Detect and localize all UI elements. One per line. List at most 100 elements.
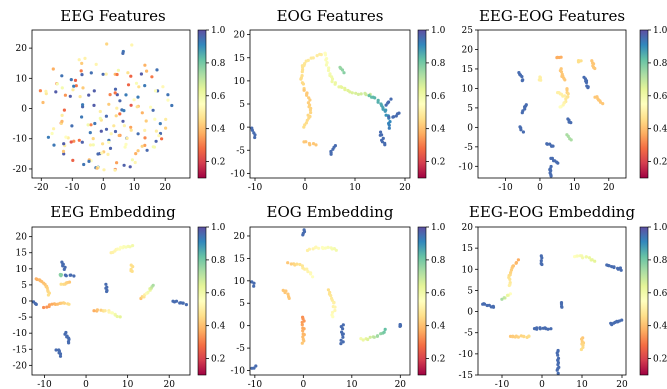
- x-tick-label: -10: [37, 380, 52, 389]
- data-point: [350, 91, 354, 95]
- data-point: [140, 111, 144, 115]
- data-point: [131, 265, 135, 269]
- y-tick-label: -5: [236, 146, 245, 156]
- colorbar: 1.0 0.8 0.6 0.4 0.2: [197, 223, 226, 376]
- data-point: [61, 264, 65, 268]
- data-point: [79, 69, 83, 73]
- data-point: [563, 94, 567, 98]
- y-tick-label: 0: [21, 105, 27, 115]
- data-point: [581, 343, 585, 347]
- colorbar-tick-label: 0.4: [431, 322, 446, 332]
- y-tick-label: 5: [239, 100, 245, 110]
- data-point: [153, 117, 157, 121]
- data-point: [58, 352, 63, 356]
- data-point: [80, 61, 84, 65]
- y-tick-label: 0: [21, 297, 27, 307]
- data-point: [52, 127, 56, 131]
- data-point: [514, 261, 518, 265]
- colorbar-gradient: [417, 226, 427, 376]
- data-point: [286, 261, 290, 265]
- data-point: [134, 81, 139, 85]
- axes-frame: [249, 226, 411, 376]
- y-tick-label: 5: [21, 281, 27, 291]
- data-point: [92, 309, 96, 313]
- data-point: [330, 77, 335, 81]
- data-point: [556, 371, 560, 375]
- data-point: [398, 323, 402, 327]
- data-point: [144, 119, 148, 123]
- data-point: [136, 149, 140, 153]
- y-tick-label: 0: [239, 322, 245, 332]
- data-point: [51, 67, 55, 71]
- scatter-points: [250, 51, 401, 156]
- scatter-points: [481, 254, 624, 375]
- data-point: [329, 149, 333, 154]
- data-point: [133, 160, 137, 165]
- x-tick-label: 0: [302, 183, 308, 193]
- data-point: [92, 103, 96, 107]
- colorbar-tick-label: 0.8: [653, 59, 667, 69]
- y-tick-label: -5: [464, 143, 473, 153]
- data-point: [325, 61, 329, 65]
- data-point: [112, 124, 116, 128]
- data-point: [520, 79, 524, 83]
- scatter-points: [250, 228, 403, 370]
- y-tick-label: 20: [16, 233, 28, 243]
- data-point: [356, 92, 360, 96]
- data-point: [301, 68, 305, 72]
- data-point: [130, 269, 134, 273]
- x-tick-label: 0: [300, 380, 306, 389]
- data-point: [166, 98, 170, 102]
- data-point: [252, 281, 256, 285]
- data-point: [334, 248, 338, 252]
- data-point: [62, 301, 67, 305]
- x-tick-label: 20: [163, 380, 175, 389]
- data-point: [60, 113, 64, 117]
- y-tick-label: 5: [467, 286, 473, 296]
- data-point: [575, 254, 580, 258]
- data-point: [560, 305, 564, 309]
- data-point: [99, 129, 103, 133]
- y-tick-label: 15: [234, 54, 246, 64]
- data-point: [619, 268, 623, 272]
- data-point: [253, 135, 257, 140]
- colorbar-tick-label: 0.4: [211, 322, 226, 332]
- panel-title: EEG-EOG Embedding: [469, 203, 636, 221]
- x-tick-label: 10: [349, 183, 361, 193]
- data-point: [115, 72, 119, 77]
- panel-title: EEG Embedding: [50, 203, 176, 221]
- data-point: [105, 42, 109, 46]
- data-point: [286, 292, 290, 296]
- data-point: [593, 259, 597, 263]
- y-tick-label: -5: [464, 329, 473, 339]
- axes-frame: [31, 29, 191, 179]
- data-point: [98, 109, 102, 114]
- data-point: [71, 158, 75, 162]
- colorbar-tick-label: 1.0: [653, 223, 667, 233]
- data-point: [164, 126, 168, 130]
- data-point: [135, 105, 139, 109]
- data-point: [372, 335, 376, 339]
- panel-2: EOG Features -10 0 10 20 20 15 10 5 0 -5 -10 1.0 0.8 0…: [231, 7, 446, 193]
- data-point: [373, 96, 377, 100]
- colorbar-tick-label: 1.0: [211, 223, 226, 233]
- y-tick-label: 10: [16, 74, 28, 84]
- data-point: [491, 305, 496, 309]
- data-point: [558, 105, 562, 109]
- data-point: [69, 78, 73, 82]
- y-tick-label: 20: [16, 44, 28, 54]
- data-point: [137, 85, 141, 89]
- data-point: [324, 58, 328, 62]
- data-point: [579, 59, 583, 63]
- data-point: [556, 363, 560, 367]
- axes-frame: [31, 226, 191, 376]
- panel-4: EEG Embedding -10 0 10 20 20 15 10 5 0 -5 -10 -15 -20…: [13, 203, 226, 389]
- x-tick-label: -10: [248, 380, 263, 389]
- y-tick-label: 20: [234, 31, 246, 41]
- data-point: [132, 98, 136, 102]
- colorbar-tick-label: 0.6: [211, 289, 226, 299]
- data-point: [143, 128, 147, 132]
- data-point: [104, 72, 108, 76]
- colorbar-tick-label: 0.6: [653, 92, 667, 102]
